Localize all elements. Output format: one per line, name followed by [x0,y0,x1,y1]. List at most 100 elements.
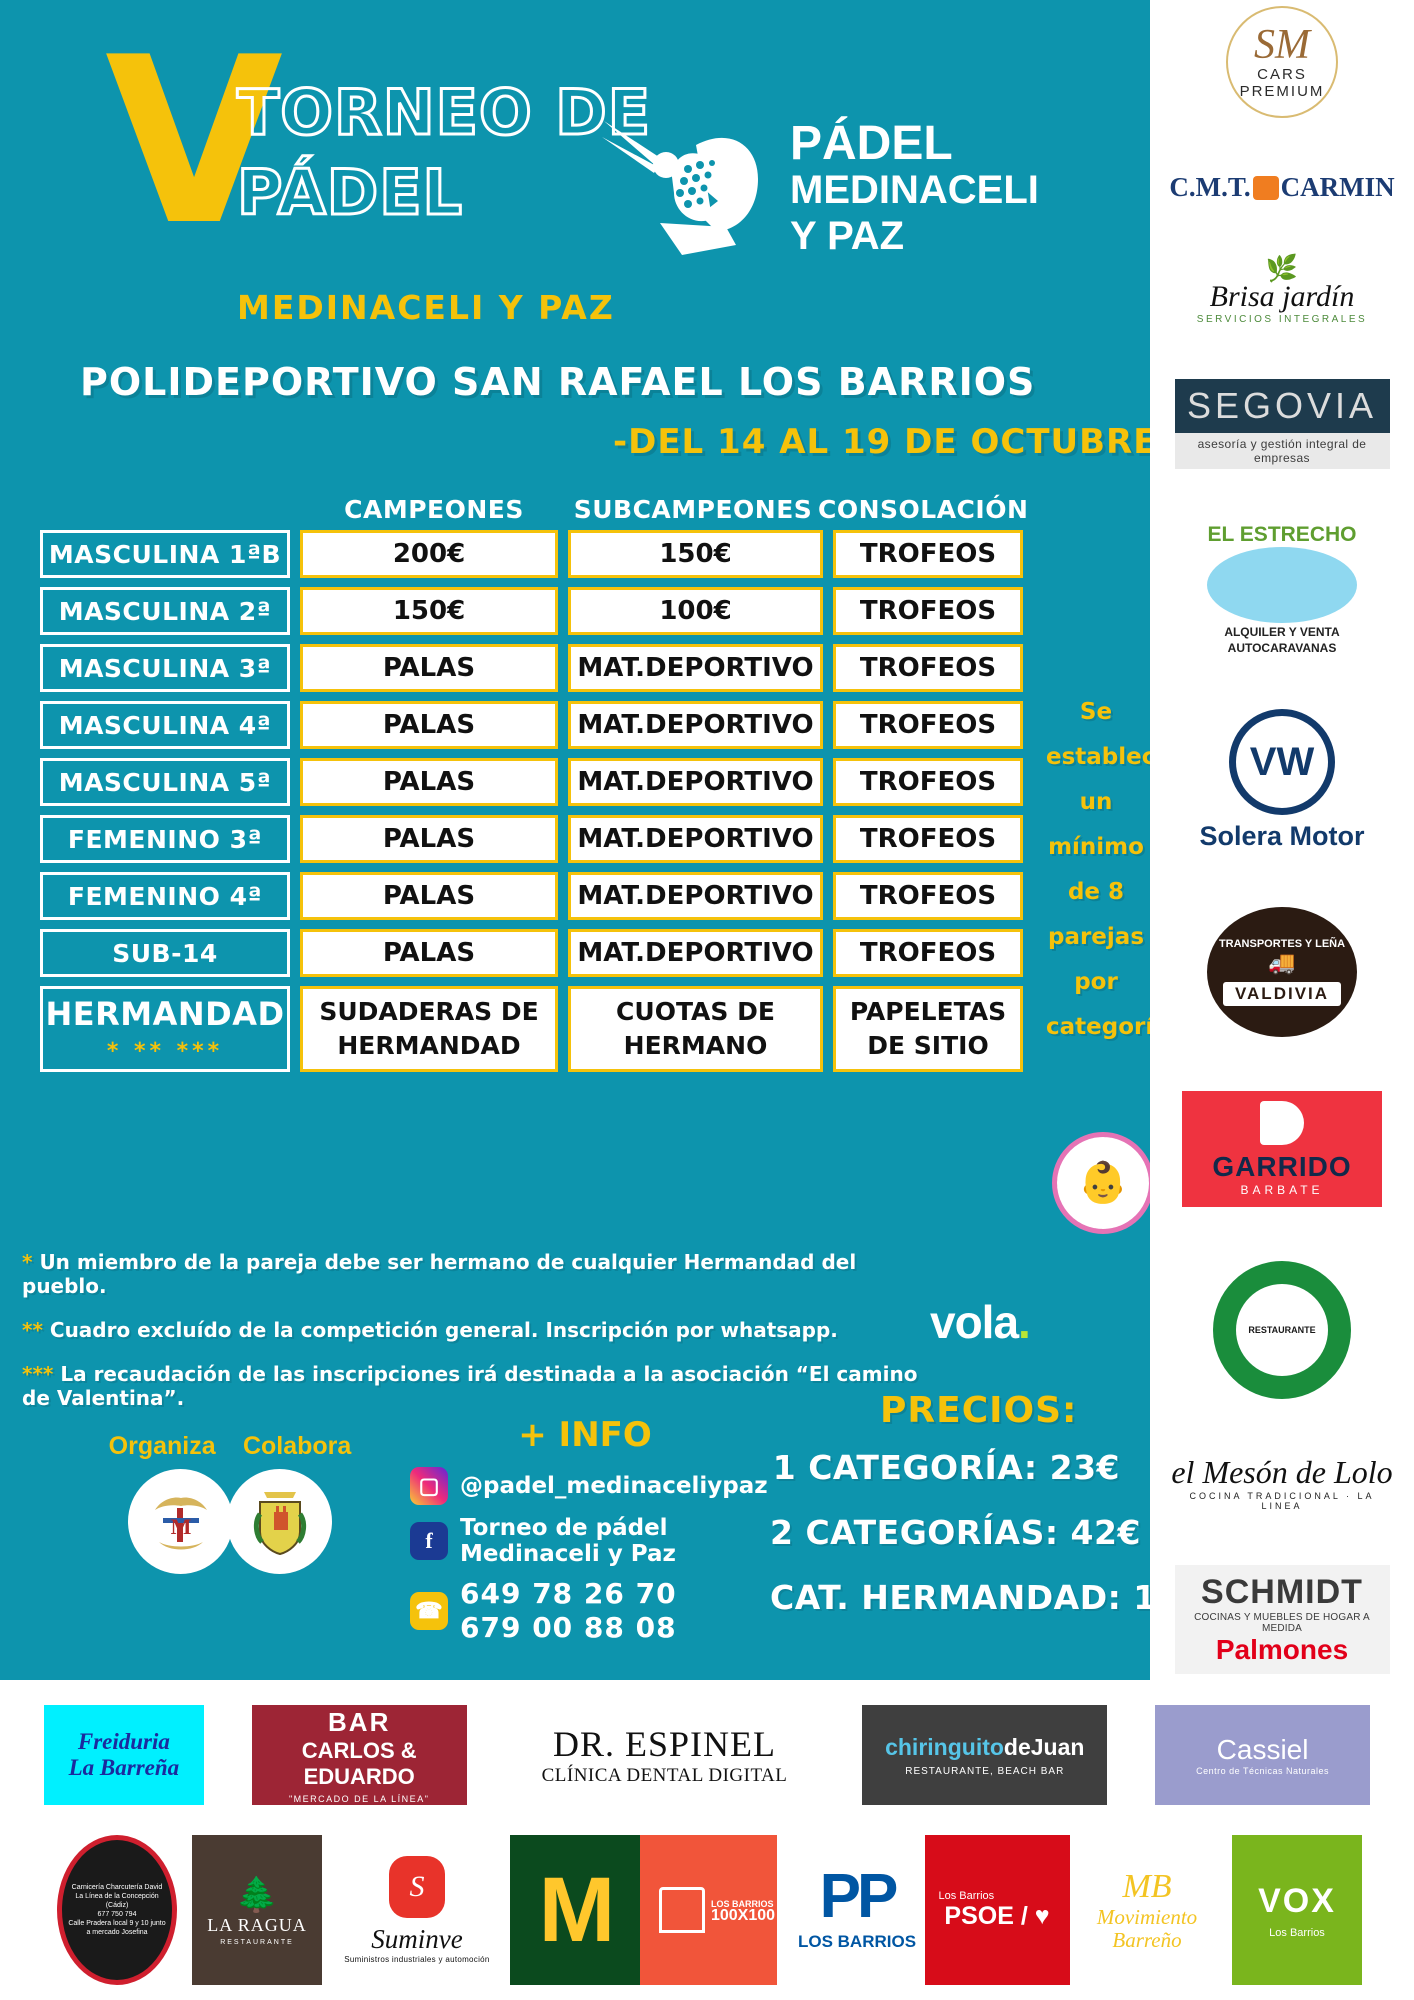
toro-embolao-logo: RESTAURANTE [1213,1261,1351,1400]
svg-text:M: M [170,1514,191,1539]
column-header-subcampeones: SUBCAMPEONES [573,495,813,524]
brisa-name: Brisa jardín [1209,279,1355,313]
sponsor-toro-embolao: RESTAURANTE [1170,1261,1395,1400]
pp-initials: PP [819,1862,899,1931]
dates-text: -DEL 14 AL 19 DE OCTUBRE- [613,422,1173,462]
logo-line-3: Y PAZ [790,214,905,258]
column-header-campeones: CAMPEONES [344,495,524,524]
sponsor-bar-carlos-eduardo: BAR CARLOS & EDUARDO "MERCADO DE LA LÍNE… [251,1705,467,1805]
row-category: MASCULINA 1ªB [40,530,290,578]
facebook-row[interactable]: f Torneo de pádel Medinaceli y Paz [410,1515,760,1567]
garrido-name: GARRIDO [1212,1151,1352,1183]
sponsor-vox-los-barrios: VOX Los Barrios [1232,1830,1362,1990]
footnote-marker: *** [22,1362,54,1386]
mcdonalds-logo: M [509,1835,645,1985]
row-category-hermandad: HERMANDAD * ** *** [40,986,290,1072]
los-barrios-100-logo: LOS BARRIOS 100X100 [639,1835,795,1985]
row-category: FEMENINO 4ª [40,872,290,920]
row-category: MASCULINA 5ª [40,758,290,806]
estrecho-sub-2: AUTOCARAVANAS [1227,641,1337,656]
mountain-motorhome-icon [1207,547,1357,624]
prices-title: PRECIOS: [880,1390,1078,1431]
brisa-subtitle: SERVICIOS INTEGRALES [1196,313,1368,325]
sponsor-chiringuito-de-juan: chiringuitodeJuan RESTAURANTE, BEACH BAR [862,1705,1108,1805]
hermandad-label: HERMANDAD [45,994,285,1033]
phone-icon[interactable]: ☎ [410,1592,448,1630]
solera-motor-logo: VW Solera Motor [1199,709,1365,852]
psoe-name: PSOE / ♥ [944,1901,1050,1930]
contact-info-block: + INFO ▢ @padel_medinaceliypaz f Torneo … [410,1415,768,1655]
sponsor-los-barrios-100x100: LOS BARRIOS 100X100 [639,1830,795,1990]
psoe-logo: Los Barrios PSOE / ♥ [924,1835,1070,1985]
suminve-line-2: Suministros industriales y automoción [344,1955,490,1964]
facebook-page: Torneo de pádel Medinaceli y Paz [460,1515,676,1567]
charcuteria-logo: Carnicería Charcutería David La Línea de… [57,1835,177,1985]
sponsor-sm-cars: SM CARS PREMIUM [1170,6,1395,118]
chiringuito-a: chiringuito [885,1733,1004,1760]
cell-line-1: CUOTAS DE [616,997,775,1026]
facebook-icon[interactable]: f [410,1522,448,1560]
footnote-2: ** Cuadro excluído de la competición gen… [22,1318,922,1342]
footnotes: * Un miembro de la pareja debe ser herma… [22,1250,922,1430]
tree-icon: 🌲 [235,1875,279,1914]
valentina-association-badge: 👶 [1052,1132,1154,1234]
organizers-block: Organiza Colabora M [95,1432,365,1574]
phone-row[interactable]: ☎ 649 78 26 70 679 00 88 08 [410,1577,760,1645]
ayuntamiento-emblem-icon [227,1469,332,1574]
pp-logo: PP LOS BARRIOS [777,1835,937,1985]
cell-line-2: HERMANDAD [337,1031,521,1060]
el-estrecho-logo: EL ESTRECHO ALQUILER Y VENTA AUTOCARAVAN… [1207,523,1357,655]
vox-logo: VOX Los Barrios [1232,1835,1362,1985]
cell-consolacion: TROFEOS [833,644,1023,692]
padel-racket-icon [602,121,758,255]
price-item: 1 CATEGORÍA: 23€ [772,1448,1120,1487]
colabora-label: Colabora [242,1432,352,1460]
sponsor-suminve: S Suminve Suministros industriales y aut… [332,1830,502,1990]
vox-city: Los Barrios [1269,1926,1325,1939]
sponsor-row-1: Freiduria La Barreña BAR CARLOS & EDUARD… [0,1690,1414,1820]
charcuteria-line-4: Calle Pradera local 9 y 10 junto a merca… [68,1920,166,1936]
cell-line-1: SUDADERAS DE [319,997,539,1026]
instagram-icon[interactable]: ▢ [410,1467,448,1505]
cell-campeones: PALAS [300,929,558,977]
cell-consolacion: TROFEOS [833,815,1023,863]
sponsor-column-right: SM CARS PREMIUM C.M.T. CARMIN 🌿 Brisa ja… [1150,0,1414,1680]
charcuteria-line-3: 677 750 794 [97,1911,137,1918]
title-line-1: TORNEO DE [235,76,652,149]
cell-campeones: PALAS [300,644,558,692]
sponsor-cassiel: Cassiel Centro de Técnicas Naturales [1155,1705,1371,1805]
sponsor-freiduria-la-barrena: Freiduria La Barreña [43,1705,204,1805]
cell-campeones: 150€ [300,587,558,635]
table-row: FEMENINO 3ª PALAS MAT.DEPORTIVO TROFEOS [40,815,1040,863]
footnote-text: La recaudación de las inscripciones irá … [22,1362,918,1410]
la-ragua-logo: 🌲 LA RAGUA RESTAURANTE [192,1835,322,1985]
hermandad-emblem-icon: M [128,1469,233,1574]
sponsor-dr-espinel: DR. ESPINEL CLÍNICA DENTAL DIGITAL [514,1723,814,1787]
sponsor-pp-los-barrios: PP LOS BARRIOS [777,1830,937,1990]
bar-line-1: BAR [328,1706,391,1737]
column-header-consolacion: CONSOLACIÓN [818,495,1029,524]
price-item: 2 CATEGORÍAS: 42€ [770,1513,1141,1552]
row-category: MASCULINA 4ª [40,701,290,749]
organizer-labels: Organiza Colabora [95,1432,365,1461]
cell-consolacion: TROFEOS [833,530,1023,578]
sponsor-charcuteria-david: Carnicería Charcutería David La Línea de… [52,1830,182,1990]
cell-subcampeones: MAT.DEPORTIVO [568,929,823,977]
table-row: SUB-14 PALAS MAT.DEPORTIVO TROFEOS [40,929,1040,977]
hermandad-stars: * ** *** [106,1038,224,1064]
brisa-jardin-logo: 🌿 Brisa jardín SERVICIOS INTEGRALES [1196,255,1368,325]
cell-line-2: HERMANO [623,1031,768,1060]
title-line-3: MEDINACELI Y PAZ [237,288,615,327]
cell-subcampeones: 150€ [568,530,823,578]
sponsor-schmidt: SCHMIDT COCINAS Y MUEBLES DE HOGAR A MED… [1170,1564,1395,1674]
schmidt-subtitle: COCINAS Y MUEBLES DE HOGAR A MEDIDA [1194,1611,1370,1634]
cell-line-1: PAPELETAS [849,997,1007,1026]
freiduria-line-2: La Barreña [68,1755,180,1780]
sm-initials: SM [1254,22,1310,68]
instagram-row[interactable]: ▢ @padel_medinaceliypaz [410,1467,768,1505]
organizer-emblems: M [95,1469,365,1574]
road-icon [1252,175,1279,200]
table-row: MASCULINA 1ªB 200€ 150€ TROFEOS [40,530,1040,578]
coat-of-arms-icon [253,1491,306,1555]
